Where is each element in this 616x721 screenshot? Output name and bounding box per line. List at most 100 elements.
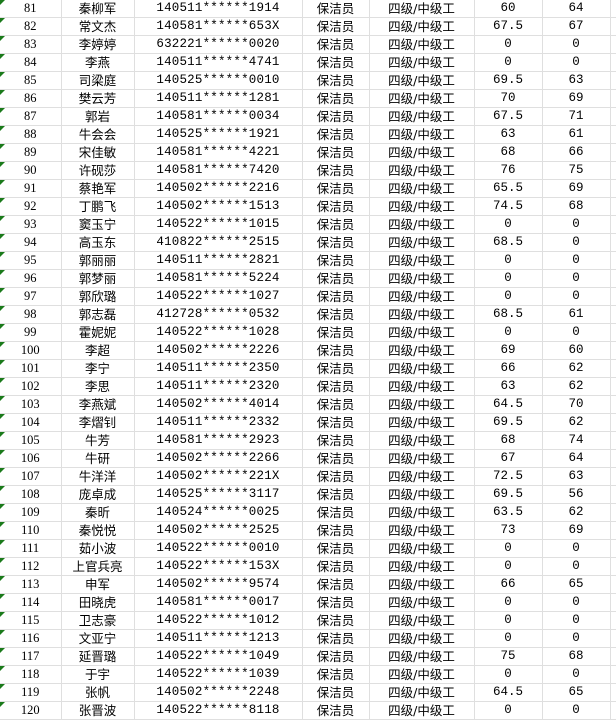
table-row[interactable]: 86 樊云芳 140511******1281 保洁员 四级/中级工 70 69	[0, 89, 616, 108]
cell-row-number[interactable]: 113	[0, 575, 62, 594]
cell-employee-name[interactable]: 上官兵亮	[61, 557, 135, 576]
cell-score-two[interactable]: 63	[542, 467, 611, 486]
cell-overflow[interactable]	[610, 521, 616, 540]
cell-employee-name[interactable]: 郭欣璐	[61, 287, 135, 306]
cell-row-number[interactable]: 84	[0, 53, 62, 72]
cell-overflow[interactable]	[610, 35, 616, 54]
cell-score-two[interactable]: 0	[542, 35, 611, 54]
cell-score-two[interactable]: 65	[542, 683, 611, 702]
cell-employee-name[interactable]: 张帆	[61, 683, 135, 702]
cell-overflow[interactable]	[610, 647, 616, 666]
cell-row-number[interactable]: 83	[0, 35, 62, 54]
cell-id-number[interactable]: 140502******2216	[134, 179, 303, 198]
table-row[interactable]: 103 李燕斌 140502******4014 保洁员 四级/中级工 64.5 70	[0, 395, 616, 414]
table-row[interactable]: 84 李燕 140511******4741 保洁员 四级/中级工 0 0	[0, 53, 616, 72]
cell-employee-name[interactable]: 茹小波	[61, 539, 135, 558]
cell-score-two[interactable]: 62	[542, 503, 611, 522]
cell-score-one[interactable]: 70	[474, 89, 543, 108]
cell-skill-level[interactable]: 四级/中级工	[369, 89, 475, 108]
cell-overflow[interactable]	[610, 503, 616, 522]
cell-job-title[interactable]: 保洁员	[302, 377, 370, 396]
cell-id-number[interactable]: 140522******0010	[134, 539, 303, 558]
table-row[interactable]: 93 窦玉宁 140522******1015 保洁员 四级/中级工 0 0	[0, 215, 616, 234]
cell-score-two[interactable]: 69	[542, 521, 611, 540]
cell-id-number[interactable]: 412728******0532	[134, 305, 303, 324]
cell-employee-name[interactable]: 牛研	[61, 449, 135, 468]
cell-overflow[interactable]	[610, 233, 616, 252]
table-row[interactable]: 104 李熠钊 140511******2332 保洁员 四级/中级工 69.5 62	[0, 413, 616, 432]
table-row[interactable]: 83 李婷婷 632221******0020 保洁员 四级/中级工 0 0	[0, 35, 616, 54]
cell-id-number[interactable]: 140581******0017	[134, 593, 303, 612]
cell-overflow[interactable]	[610, 161, 616, 180]
table-row[interactable]: 118 于宇 140522******1039 保洁员 四级/中级工 0 0	[0, 665, 616, 684]
cell-job-title[interactable]: 保洁员	[302, 431, 370, 450]
cell-employee-name[interactable]: 郭志磊	[61, 305, 135, 324]
cell-job-title[interactable]: 保洁员	[302, 395, 370, 414]
cell-row-number[interactable]: 86	[0, 89, 62, 108]
cell-employee-name[interactable]: 李燕斌	[61, 395, 135, 414]
cell-score-one[interactable]: 63	[474, 377, 543, 396]
cell-id-number[interactable]: 140522******153X	[134, 557, 303, 576]
cell-employee-name[interactable]: 郭梦丽	[61, 269, 135, 288]
cell-score-two[interactable]: 63	[542, 71, 611, 90]
cell-employee-name[interactable]: 牛洋洋	[61, 467, 135, 486]
cell-skill-level[interactable]: 四级/中级工	[369, 125, 475, 144]
cell-job-title[interactable]: 保洁员	[302, 503, 370, 522]
cell-id-number[interactable]: 140511******2332	[134, 413, 303, 432]
cell-overflow[interactable]	[610, 53, 616, 72]
cell-overflow[interactable]	[610, 701, 616, 720]
cell-id-number[interactable]: 140525******0010	[134, 71, 303, 90]
cell-employee-name[interactable]: 宋佳敏	[61, 143, 135, 162]
cell-skill-level[interactable]: 四级/中级工	[369, 215, 475, 234]
cell-score-one[interactable]: 75	[474, 647, 543, 666]
cell-score-one[interactable]: 67.5	[474, 107, 543, 126]
cell-job-title[interactable]: 保洁员	[302, 107, 370, 126]
cell-id-number[interactable]: 140511******2350	[134, 359, 303, 378]
cell-id-number[interactable]: 140522******1012	[134, 611, 303, 630]
cell-overflow[interactable]	[610, 71, 616, 90]
cell-skill-level[interactable]: 四级/中级工	[369, 629, 475, 648]
cell-score-one[interactable]: 66	[474, 575, 543, 594]
cell-employee-name[interactable]: 司梁庭	[61, 71, 135, 90]
cell-score-two[interactable]: 0	[542, 539, 611, 558]
cell-id-number[interactable]: 140511******1281	[134, 89, 303, 108]
cell-score-two[interactable]: 66	[542, 143, 611, 162]
cell-score-one[interactable]: 76	[474, 161, 543, 180]
cell-row-number[interactable]: 101	[0, 359, 62, 378]
table-row[interactable]: 114 田晓虎 140581******0017 保洁员 四级/中级工 0 0	[0, 593, 616, 612]
cell-skill-level[interactable]: 四级/中级工	[369, 0, 475, 18]
cell-overflow[interactable]	[610, 557, 616, 576]
cell-score-two[interactable]: 0	[542, 557, 611, 576]
cell-row-number[interactable]: 106	[0, 449, 62, 468]
table-row[interactable]: 92 丁鹏飞 140502******1513 保洁员 四级/中级工 74.5 68	[0, 197, 616, 216]
cell-overflow[interactable]	[610, 179, 616, 198]
cell-score-two[interactable]: 71	[542, 107, 611, 126]
cell-row-number[interactable]: 110	[0, 521, 62, 540]
cell-score-one[interactable]: 69.5	[474, 485, 543, 504]
cell-row-number[interactable]: 90	[0, 161, 62, 180]
cell-score-one[interactable]: 0	[474, 251, 543, 270]
table-row[interactable]: 88 牛会会 140525******1921 保洁员 四级/中级工 63 61	[0, 125, 616, 144]
cell-score-two[interactable]: 0	[542, 233, 611, 252]
cell-overflow[interactable]	[610, 539, 616, 558]
cell-employee-name[interactable]: 李超	[61, 341, 135, 360]
table-row[interactable]: 113 申军 140502******9574 保洁员 四级/中级工 66 65	[0, 575, 616, 594]
cell-overflow[interactable]	[610, 431, 616, 450]
cell-skill-level[interactable]: 四级/中级工	[369, 251, 475, 270]
cell-overflow[interactable]	[610, 593, 616, 612]
cell-score-one[interactable]: 0	[474, 287, 543, 306]
table-row[interactable]: 89 宋佳敏 140581******4221 保洁员 四级/中级工 68 66	[0, 143, 616, 162]
table-row[interactable]: 112 上官兵亮 140522******153X 保洁员 四级/中级工 0 0	[0, 557, 616, 576]
cell-row-number[interactable]: 100	[0, 341, 62, 360]
cell-job-title[interactable]: 保洁员	[302, 323, 370, 342]
cell-employee-name[interactable]: 樊云芳	[61, 89, 135, 108]
cell-skill-level[interactable]: 四级/中级工	[369, 521, 475, 540]
table-row[interactable]: 111 茹小波 140522******0010 保洁员 四级/中级工 0 0	[0, 539, 616, 558]
cell-skill-level[interactable]: 四级/中级工	[369, 431, 475, 450]
table-row[interactable]: 97 郭欣璐 140522******1027 保洁员 四级/中级工 0 0	[0, 287, 616, 306]
cell-row-number[interactable]: 92	[0, 197, 62, 216]
cell-row-number[interactable]: 89	[0, 143, 62, 162]
cell-employee-name[interactable]: 窦玉宁	[61, 215, 135, 234]
cell-skill-level[interactable]: 四级/中级工	[369, 395, 475, 414]
